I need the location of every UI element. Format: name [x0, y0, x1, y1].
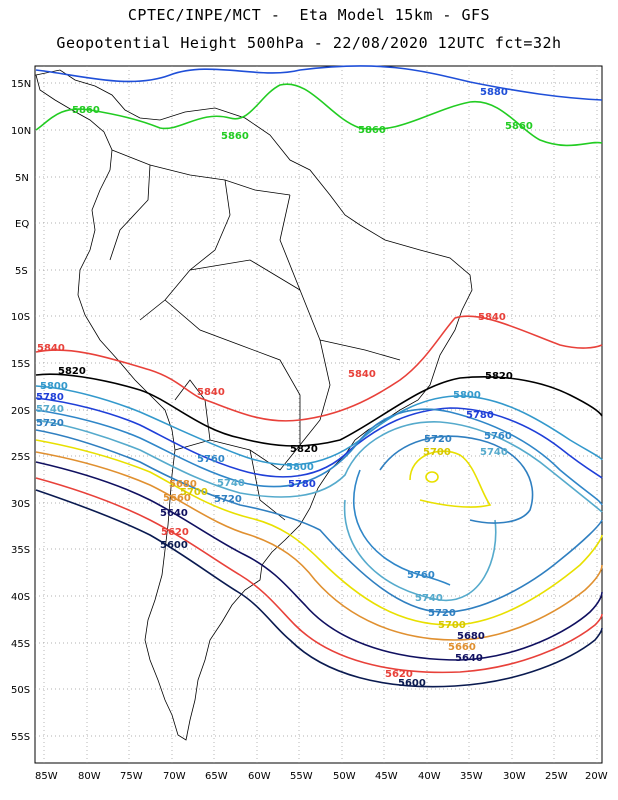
label-5640: 5640 — [160, 508, 188, 519]
label-5740: 5740 — [415, 593, 443, 604]
lat-label: 50S — [11, 685, 30, 696]
contour-5760 — [35, 408, 603, 586]
lat-label: 45S — [11, 639, 30, 650]
contour-5780 — [35, 397, 603, 479]
label-5640: 5640 — [455, 653, 483, 664]
south-america-coastline — [35, 69, 473, 741]
label-5780: 5780 — [36, 392, 64, 403]
lat-label: 35S — [11, 545, 30, 556]
lon-label: 40W — [418, 771, 441, 782]
lon-label: 75W — [120, 771, 143, 782]
contour-5800 — [35, 385, 603, 466]
label-5840: 5840 — [197, 387, 225, 398]
label-5760: 5760 — [484, 431, 512, 442]
label-5880: 5880 — [480, 87, 508, 98]
label-5860: 5860 — [221, 131, 249, 142]
label-5740: 5740 — [36, 404, 64, 415]
lon-label: 80W — [78, 771, 101, 782]
label-5680: 5680 — [169, 479, 197, 490]
coastlines — [35, 69, 473, 741]
label-5780: 5780 — [288, 479, 316, 490]
lat-label: 55S — [11, 732, 30, 743]
contour-5680 — [35, 451, 603, 641]
lon-label: 50W — [333, 771, 356, 782]
label-5720: 5720 — [214, 494, 242, 505]
label-5800: 5800 — [453, 390, 481, 401]
lat-label: 10N — [11, 126, 31, 137]
label-5860: 5860 — [358, 125, 386, 136]
lon-label: 70W — [163, 771, 186, 782]
lat-label: EQ — [15, 219, 29, 230]
map-subtitle: Geopotential Height 500hPa - 22/08/2020 … — [56, 34, 562, 52]
label-5700: 5700 — [438, 620, 466, 631]
lon-label: 85W — [35, 771, 58, 782]
lon-label: 35W — [460, 771, 483, 782]
lon-label: 55W — [290, 771, 313, 782]
contour-5640 — [35, 461, 603, 661]
country-borders — [109, 149, 401, 521]
label-5720: 5720 — [424, 434, 452, 445]
label-5820: 5820 — [290, 444, 318, 455]
contour-5720 — [35, 429, 603, 613]
label-5800: 5800 — [40, 381, 68, 392]
label-5700: 5700 — [180, 487, 208, 498]
contour-labels: 5880 5860 5860 5860 5860 5840 5840 5840 … — [36, 87, 533, 689]
label-5600: 5600 — [160, 540, 188, 551]
lat-label: 10S — [11, 312, 30, 323]
lat-label: 30S — [11, 499, 30, 510]
contour-5820 — [35, 373, 603, 447]
label-5740: 5740 — [217, 478, 245, 489]
label-5700: 5700 — [423, 447, 451, 458]
lat-label: 25S — [11, 452, 30, 463]
lat-label: 15S — [11, 359, 30, 370]
label-5600: 5600 — [398, 678, 426, 689]
label-5680: 5680 — [457, 631, 485, 642]
label-5860: 5860 — [72, 105, 100, 116]
low-center-contour — [425, 471, 439, 483]
lon-label: 30W — [503, 771, 526, 782]
label-5720: 5720 — [428, 608, 456, 619]
contour-5700 — [35, 439, 603, 626]
graticule — [35, 66, 602, 763]
label-5860: 5860 — [505, 121, 533, 132]
height-contours — [35, 65, 603, 688]
contour-5840 — [35, 315, 603, 422]
lon-label: 45W — [375, 771, 398, 782]
lat-label: 5N — [15, 173, 29, 184]
label-5820: 5820 — [58, 366, 86, 377]
contour-5620 — [35, 477, 603, 674]
latitude-labels: 15N 10N 5N EQ 5S 10S 15S 20S 25S 30S 35S… — [11, 79, 31, 743]
label-5660: 5660 — [163, 493, 191, 504]
label-5780: 5780 — [466, 410, 494, 421]
lon-label: 25W — [545, 771, 568, 782]
label-5760: 5760 — [197, 454, 225, 465]
label-5620: 5620 — [161, 527, 189, 538]
lon-label: 20W — [585, 771, 608, 782]
map-title: CPTEC/INPE/MCT - Eta Model 15km - GFS — [127, 6, 491, 24]
lon-label: 60W — [248, 771, 271, 782]
label-5800: 5800 — [286, 462, 314, 473]
label-5760: 5760 — [407, 570, 435, 581]
lat-label: 5S — [15, 266, 28, 277]
label-5740: 5740 — [480, 447, 508, 458]
lat-label: 20S — [11, 406, 30, 417]
label-5840: 5840 — [478, 312, 506, 323]
lat-label: 40S — [11, 592, 30, 603]
label-5720: 5720 — [36, 418, 64, 429]
label-5660: 5660 — [448, 642, 476, 653]
longitude-labels: 85W 80W 75W 70W 65W 60W 55W 50W 45W 40W … — [35, 771, 608, 782]
label-5620: 5620 — [385, 669, 413, 680]
map-frame — [34, 65, 603, 764]
contour-5600 — [35, 489, 603, 688]
lat-label: 15N — [11, 79, 31, 90]
contour-5860 — [35, 83, 603, 147]
label-5840: 5840 — [37, 343, 65, 354]
label-5820: 5820 — [485, 371, 513, 382]
contour-5740 — [35, 419, 603, 602]
label-5840: 5840 — [348, 369, 376, 380]
lon-label: 65W — [205, 771, 228, 782]
contour-5880 — [35, 65, 603, 101]
